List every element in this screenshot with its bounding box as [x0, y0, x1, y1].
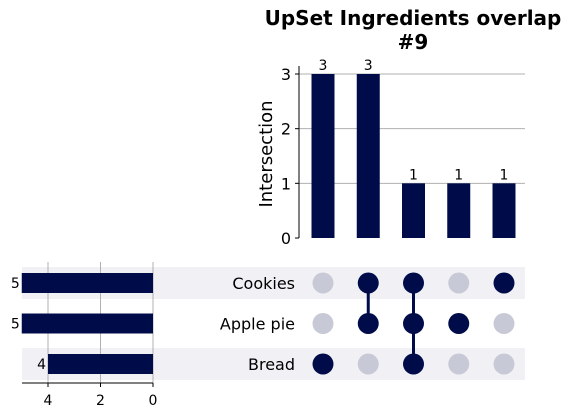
intersection-bar-label: 3 — [319, 58, 328, 74]
row-shading — [22, 267, 525, 380]
y-tick-label: 2 — [281, 120, 291, 139]
intersection-bar — [447, 183, 471, 238]
title-line-2: #9 — [398, 30, 429, 54]
matrix-dot-active — [403, 272, 424, 294]
matrix-dot-active — [357, 272, 379, 294]
set-size-bars: 5 5 4 — [11, 273, 153, 374]
matrix-dot-inactive — [448, 353, 470, 375]
set-name-label: Bread — [248, 355, 295, 374]
title-line-1: UpSet Ingredients overlap — [265, 6, 562, 30]
matrix-dot-active — [403, 353, 424, 375]
matrix-dot-active — [312, 353, 334, 375]
matrix-dot-inactive — [312, 272, 334, 294]
x-tick-label: 2 — [96, 393, 105, 409]
y-tick-label: 3 — [281, 65, 291, 84]
set-size-bar — [48, 354, 153, 374]
y-axis-label: Intersection — [256, 100, 277, 207]
intersection-bar — [356, 74, 380, 238]
y-tick-label: 0 — [281, 229, 291, 248]
matrix-dot-inactive — [493, 313, 515, 334]
matrix-dot-inactive — [357, 353, 379, 375]
x-tick-label: 4 — [44, 393, 53, 409]
matrix-dot-active — [448, 313, 470, 334]
set-size-label: 5 — [11, 317, 20, 333]
intersection-bar — [311, 74, 335, 238]
intersection-bar — [402, 183, 425, 238]
intersection-bar-label: 1 — [409, 167, 418, 183]
matrix-dot-inactive — [493, 353, 515, 375]
matrix-dot-active — [493, 272, 515, 294]
title: UpSet Ingredients overlap #9 — [265, 6, 562, 54]
set-labels: Cookies Apple pie Bread — [220, 274, 295, 374]
set-size-axis: 4 2 0 — [22, 382, 158, 409]
y-tick-label: 1 — [281, 174, 291, 193]
x-tick-label: 0 — [149, 393, 158, 409]
intersection-bar — [492, 183, 516, 238]
matrix-dot-active — [403, 313, 424, 334]
intersection-axis: 0 1 2 3 — [281, 65, 300, 248]
intersection-bar-label: 1 — [454, 167, 463, 183]
set-size-label: 4 — [37, 357, 46, 373]
matrix-dot-inactive — [448, 272, 470, 294]
set-size-bar — [21, 273, 153, 293]
intersection-bars: 3 3 1 1 1 — [311, 58, 516, 238]
intersection-bar-label: 1 — [500, 167, 509, 183]
intersection-bar-label: 3 — [364, 58, 373, 74]
set-size-bar — [21, 313, 153, 334]
set-size-label: 5 — [11, 276, 20, 292]
set-name-label: Cookies — [232, 274, 295, 293]
matrix-dot-inactive — [312, 313, 334, 334]
set-name-label: Apple pie — [220, 315, 295, 334]
matrix — [312, 272, 515, 375]
matrix-dot-active — [357, 313, 379, 334]
